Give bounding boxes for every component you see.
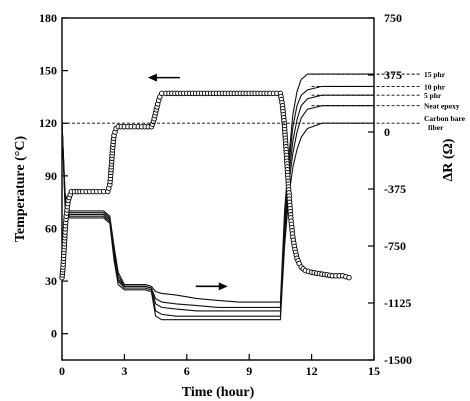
y-tick-label: 30 [45,274,57,288]
y-tick-label: 180 [39,11,57,25]
series-label: 10 phr [424,82,446,91]
temperature-markers [59,90,352,281]
ticks: 0 3 6 9 12 150306090120150180-1500-1125-750-3… [39,11,412,378]
x-tick-label: 12 [306,364,318,378]
y2-tick-label: -375 [384,182,406,196]
x-tick-label: 3 [121,364,127,378]
arrow-head [218,282,228,291]
series-label: 15 phr [424,70,446,79]
series-label: Neat epoxy [424,102,460,111]
series-label: fiber [428,123,444,132]
resistance-line [61,85,374,308]
y-tick-label: 90 [45,169,57,183]
series-lines [61,73,374,321]
y2-tick-label: 750 [384,11,402,25]
y2-axis-title: ΔR (Ω) [441,138,456,181]
y-tick-label: 60 [45,221,57,235]
resistance-line [61,73,374,303]
y2-tick-label: -1125 [384,296,411,310]
reference-lines [62,73,420,124]
arrows [147,73,228,291]
arrow-head [147,73,157,82]
y2-tick-label: 375 [384,68,402,82]
x-tick-label: 9 [246,364,252,378]
y-axis-title: Temperature (°C) [13,136,28,243]
y-tick-label: 120 [39,116,57,130]
x-axis-title: Time (hour) [182,385,255,400]
series-label: 5 phr [424,91,442,100]
y-tick-label: 0 [51,327,57,341]
x-tick-label: 15 [368,364,380,378]
resistance-line [61,105,374,317]
y-tick-label: 150 [39,64,57,78]
y2-tick-label: -1500 [384,353,412,367]
y2-tick-label: -750 [384,239,406,253]
series-label: Carbon bare [424,114,466,123]
temperature-marker [346,274,352,281]
x-tick-label: 6 [184,364,190,378]
x-tick-label: 0 [59,364,65,378]
resistance-line [61,122,374,321]
resistance-line [61,94,374,312]
y2-tick-label: 0 [384,125,390,139]
